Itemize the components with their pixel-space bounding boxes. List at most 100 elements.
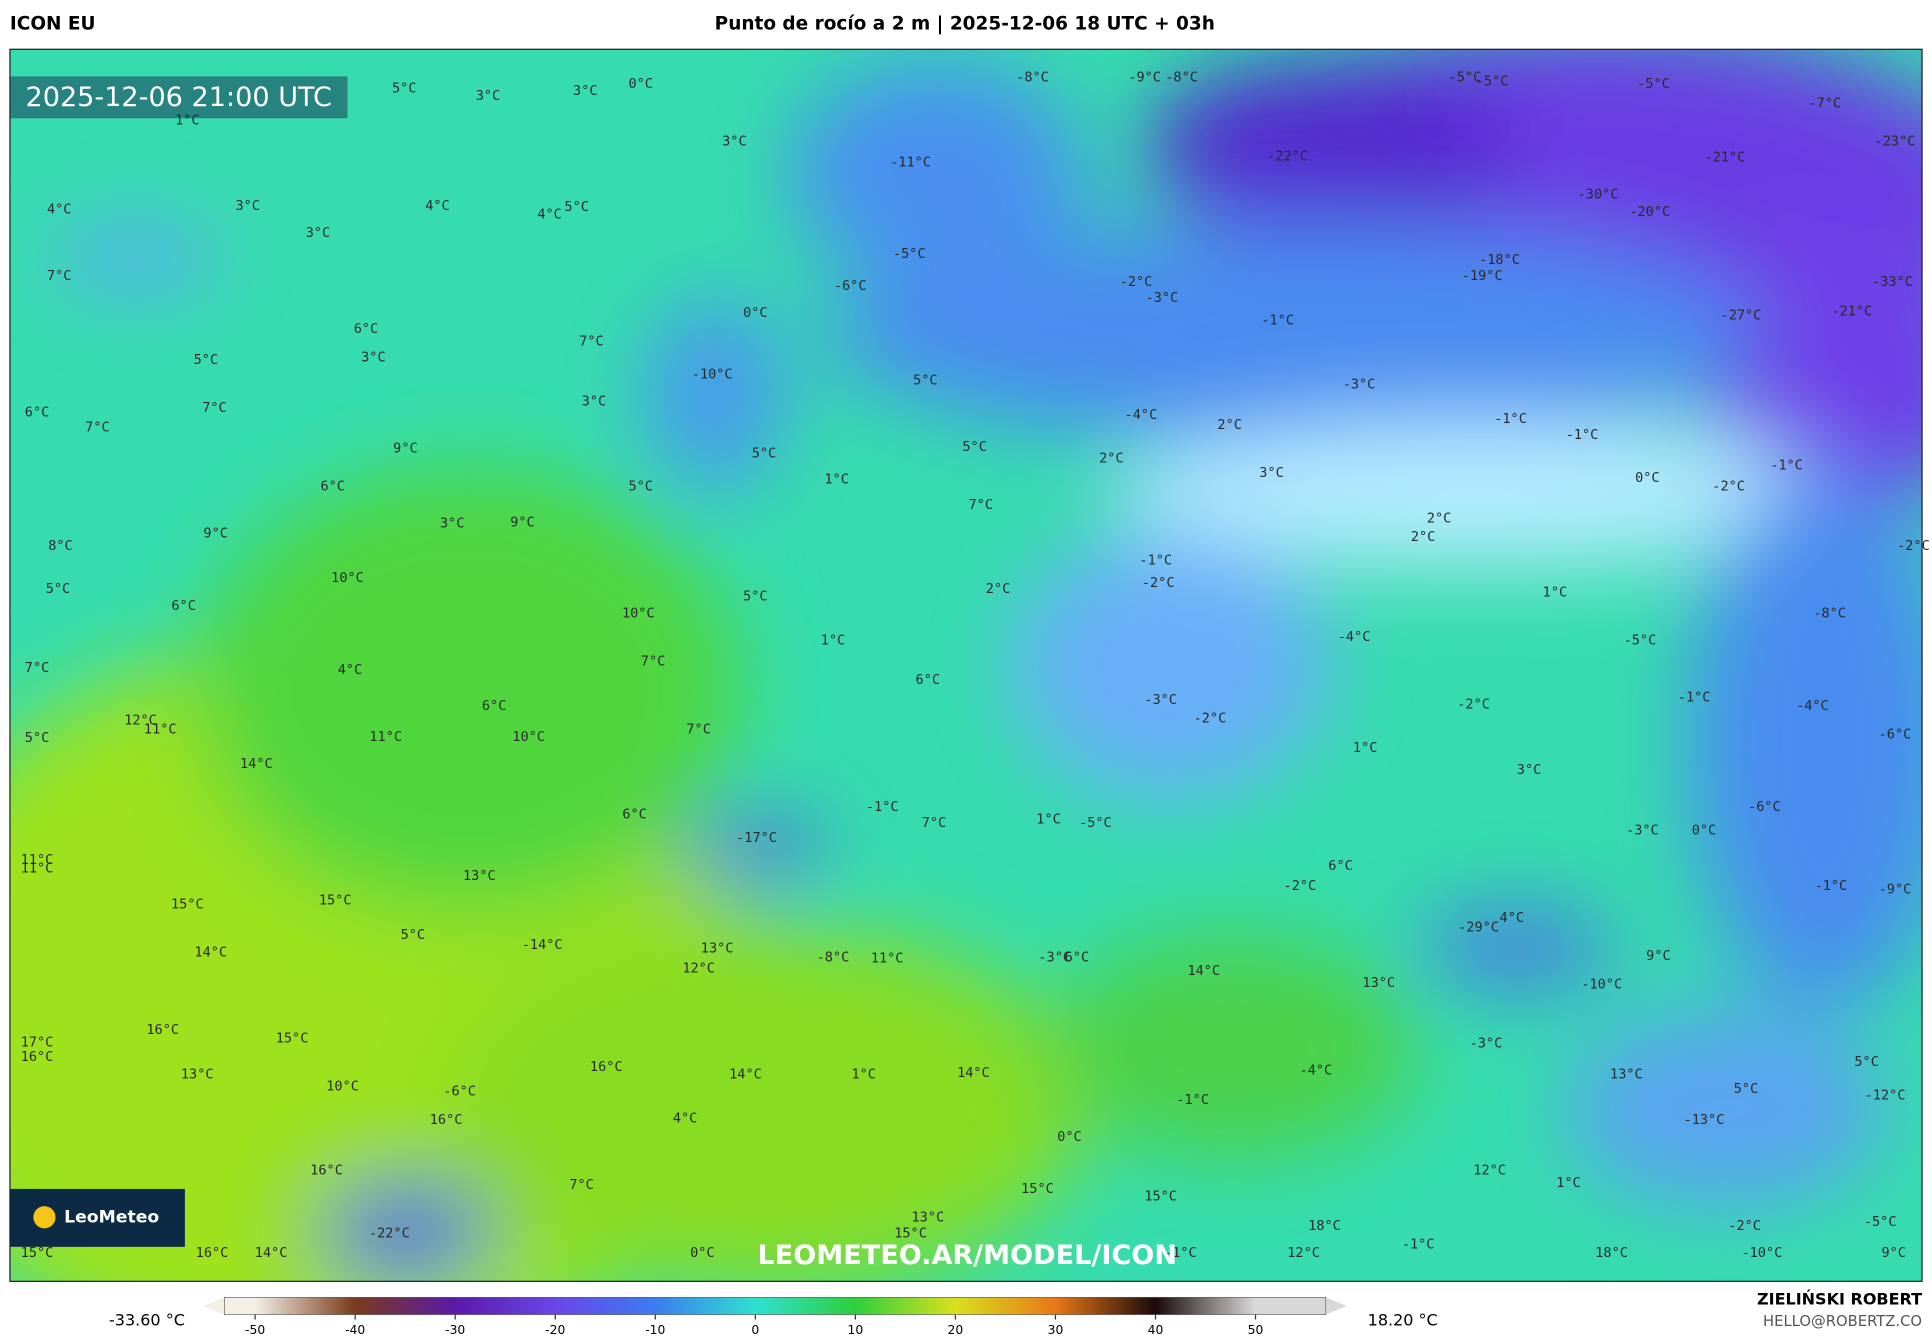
temp-label: 13°C <box>1610 1066 1643 1082</box>
temp-label: -3°C <box>1144 692 1177 708</box>
temp-label: 3°C <box>476 88 500 104</box>
temp-label: -2°C <box>1712 479 1745 495</box>
time-box <box>9 76 348 119</box>
temp-label: -6°C <box>1748 799 1781 815</box>
temp-label: -3°C <box>1470 1036 1503 1052</box>
temp-label: 2°C <box>1217 417 1241 433</box>
temp-label: 5°C <box>629 479 653 495</box>
temp-label: -18°C <box>1479 252 1520 268</box>
temp-label: -9°C <box>1128 70 1161 86</box>
temp-label: 16°C <box>196 1245 229 1261</box>
temp-label: 1°C <box>1543 585 1567 601</box>
temp-label: 5°C <box>194 352 218 368</box>
temp-label: 5°C <box>401 927 425 943</box>
temp-label: -1°C <box>1494 411 1527 427</box>
temp-label: 4°C <box>425 198 449 214</box>
temp-label: 13°C <box>701 941 734 957</box>
logo-sun <box>33 1206 56 1229</box>
temp-label: 3°C <box>722 134 746 150</box>
colorbar-tick-label: 10 <box>848 1323 864 1337</box>
legend-min: -33.60 °C <box>109 1310 185 1329</box>
temp-label: 15°C <box>1021 1181 1054 1197</box>
temp-label: 14°C <box>1187 963 1220 979</box>
map-field <box>9 49 1923 1282</box>
temp-label: 11°C <box>871 951 904 967</box>
temp-label: 9°C <box>1646 948 1670 964</box>
temp-label: -11°C <box>890 155 931 171</box>
temp-label: 11°C <box>369 729 402 745</box>
temp-label: 7°C <box>569 1177 593 1193</box>
temp-label: 5°C <box>564 199 588 215</box>
temp-label: -8°C <box>817 949 850 965</box>
temp-label: 5°C <box>46 581 70 597</box>
temp-label: 14°C <box>255 1245 288 1261</box>
temp-label: -3°C <box>1146 290 1179 306</box>
temp-label: 14°C <box>729 1066 762 1082</box>
temp-label: -4°C <box>1338 629 1371 645</box>
temp-label: 1°C <box>175 113 199 129</box>
colorbar-tick-label: -30 <box>445 1323 465 1337</box>
temp-label: -29°C <box>1458 920 1499 936</box>
temp-label: -17°C <box>736 830 777 846</box>
temp-label: -14°C <box>522 937 563 953</box>
temp-label: 13°C <box>463 868 496 884</box>
map-frame <box>9 48 1923 1282</box>
temp-label: 15°C <box>1144 1188 1177 1204</box>
temp-label: 3°C <box>306 225 330 241</box>
temp-label: 10°C <box>326 1079 359 1095</box>
map-title: Punto de rocío a 2 m | 2025-12-06 18 UTC… <box>715 14 1215 35</box>
temp-label: -5°C <box>1624 633 1657 649</box>
temp-label: 6°C <box>916 672 940 688</box>
temp-label: 12°C <box>1473 1162 1506 1178</box>
temp-label: 7°C <box>641 654 665 670</box>
colorbar-tick-label: -50 <box>245 1323 265 1337</box>
temp-label: -1°C <box>1402 1236 1435 1252</box>
temp-label: 7°C <box>579 333 603 349</box>
temp-label: -5°C <box>1476 73 1509 89</box>
temp-label: -3°C <box>1626 822 1659 838</box>
temp-label: 1°C <box>1036 811 1060 827</box>
temp-label: 10°C <box>622 606 655 622</box>
temp-label: 13°C <box>1362 975 1395 991</box>
temp-label: -2°C <box>1897 538 1930 554</box>
temp-label: -2°C <box>1194 710 1227 726</box>
temp-label: 0°C <box>690 1245 714 1261</box>
temp-label: -2°C <box>1142 575 1175 591</box>
temp-label: 2°C <box>1427 511 1451 527</box>
temp-label: -1°C <box>1139 553 1172 569</box>
temp-label: 2°C <box>1411 529 1435 545</box>
temp-label: 5°C <box>1854 1054 1878 1070</box>
temp-label: -13°C <box>1684 1112 1725 1128</box>
temp-label: 5°C <box>962 439 986 455</box>
temp-label: 6°C <box>25 405 49 421</box>
temp-label: 16°C <box>430 1112 463 1128</box>
temp-label: -1°C <box>1678 689 1711 705</box>
temp-label: 3°C <box>573 83 597 99</box>
temp-label: 4°C <box>1500 910 1524 926</box>
temp-label: -4°C <box>1300 1063 1333 1079</box>
temp-label: 1°C <box>821 633 845 649</box>
temp-label: -5°C <box>1637 76 1670 92</box>
temp-label: 5°C <box>752 445 776 461</box>
temp-label: 1°C <box>852 1066 876 1082</box>
colorbar-tick-label: 50 <box>1248 1323 1264 1337</box>
temp-label: 11°C <box>144 721 177 737</box>
temp-label: 14°C <box>957 1065 990 1081</box>
temp-label: 6°C <box>1065 949 1089 965</box>
temp-label: 5°C <box>392 81 416 97</box>
temp-label: -8°C <box>1165 70 1198 86</box>
temp-label: 4°C <box>338 662 362 678</box>
temp-label: -10°C <box>1742 1245 1783 1261</box>
temp-label: 2°C <box>1099 450 1123 466</box>
temp-label: -1°C <box>1770 458 1803 474</box>
colorbar-tick-label: -20 <box>545 1323 565 1337</box>
temp-label: 13°C <box>181 1066 214 1082</box>
temp-label: 4°C <box>47 201 71 217</box>
temp-label: 1°C <box>824 471 848 487</box>
temp-label: 11°C <box>21 861 54 877</box>
temp-label: -20°C <box>1629 204 1670 220</box>
temp-label: 3°C <box>440 516 464 532</box>
temp-label: 16°C <box>146 1022 179 1038</box>
temp-label: -5°C <box>1449 70 1482 86</box>
temp-label: 0°C <box>1057 1129 1081 1145</box>
